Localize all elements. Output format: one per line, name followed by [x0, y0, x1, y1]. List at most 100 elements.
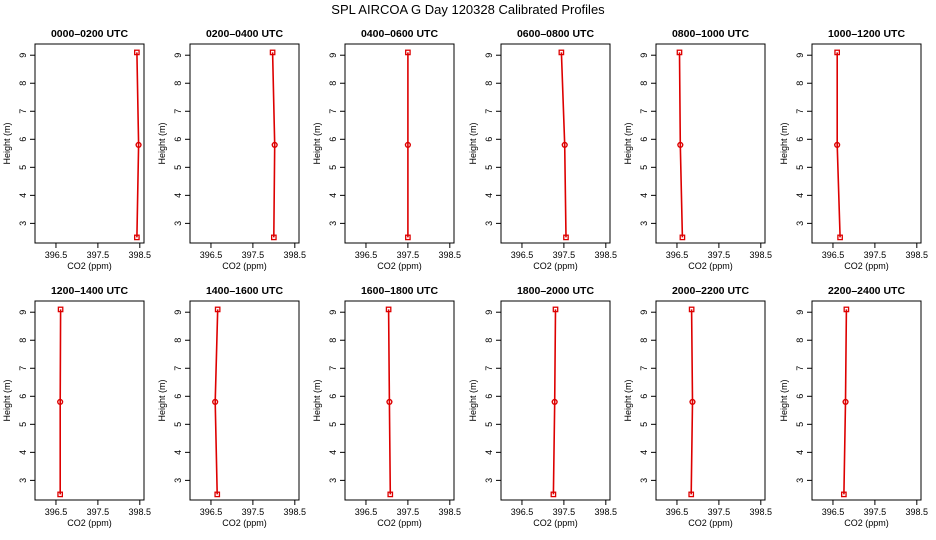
profile-line: [214, 309, 219, 495]
panel-title: 1400–1600 UTC: [206, 285, 283, 297]
y-axis-label: Height (m): [312, 122, 322, 164]
y-tick-label: 8: [639, 81, 649, 86]
profile-point: [552, 306, 559, 313]
x-tick-label: 396.5: [45, 250, 68, 260]
chart-panel-4: 0600–0800 UTC 396.5 397.5 398.5 3 4 5 6 7 8 9 CO2 (…: [468, 28, 617, 271]
panel-title: 0600–0800 UTC: [517, 28, 594, 40]
x-tick-label: 397.5: [87, 250, 110, 260]
panel-title: 0800–1000 UTC: [672, 28, 749, 40]
chart-panel-10: 1800–2000 UTC 396.5 397.5 398.5 3 4 5 6 7 8 9 CO2 (…: [468, 285, 617, 528]
x-tick-label: 398.5: [284, 250, 307, 260]
x-tick-label: 398.5: [129, 250, 152, 260]
y-tick-label: 4: [173, 193, 183, 198]
panels-grid: 0000–0200 UTC 396.5 397.5 398.5 3 4 5 6 7 8 9 CO2 (…: [2, 28, 928, 528]
plot-frame: [811, 300, 922, 501]
profile-point: [677, 141, 684, 149]
x-tick-label: 397.5: [864, 507, 887, 517]
y-tick-label: 4: [639, 450, 649, 455]
plot-frame: [811, 43, 922, 244]
y-axis-label: Height (m): [312, 379, 322, 421]
y-tick-label: 3: [484, 478, 494, 483]
profile-line: [678, 52, 684, 238]
x-tick-label: 396.5: [200, 507, 223, 517]
x-tick-label: 398.5: [439, 507, 462, 517]
y-tick-label: 9: [639, 53, 649, 58]
chart-panel-12: 2200–2400 UTC 396.5 397.5 398.5 3 4 5 6 7 8 9 CO2 (…: [779, 285, 928, 528]
plot-frame: [34, 300, 145, 501]
x-tick-label: 397.5: [553, 250, 576, 260]
x-tick-label: 396.5: [45, 507, 68, 517]
profile-point: [269, 49, 276, 56]
x-axis-label: CO2 (ppm): [67, 518, 112, 528]
y-tick-label: 9: [328, 310, 338, 315]
x-tick-label: 398.5: [439, 250, 462, 260]
plot-frame: [189, 300, 300, 501]
plot-frame: [189, 43, 300, 244]
y-axis-label: Height (m): [468, 122, 478, 164]
profile-point: [387, 491, 394, 498]
y-tick-label: 4: [484, 450, 494, 455]
profile-line: [836, 52, 841, 238]
y-tick-label: 4: [795, 193, 805, 198]
x-axis-label: CO2 (ppm): [67, 261, 112, 271]
profile-point: [404, 141, 411, 149]
y-tick-label: 6: [173, 394, 183, 399]
profile-point: [134, 234, 140, 241]
y-tick-label: 7: [18, 366, 28, 371]
plot-frame: [34, 43, 145, 244]
x-axis-label: CO2 (ppm): [844, 518, 889, 528]
x-tick-label: 396.5: [511, 507, 534, 517]
profile-point: [834, 49, 841, 56]
y-tick-label: 6: [173, 137, 183, 142]
profile-point: [212, 398, 219, 406]
profile-point: [405, 234, 411, 241]
y-tick-label: 8: [173, 338, 183, 343]
profile-point: [563, 234, 569, 241]
y-tick-label: 4: [795, 450, 805, 455]
y-tick-label: 4: [639, 193, 649, 198]
x-axis-label: CO2 (ppm): [222, 518, 267, 528]
x-tick-label: 396.5: [822, 250, 845, 260]
y-axis-label: Height (m): [779, 122, 789, 164]
x-tick-label: 396.5: [200, 250, 223, 260]
y-tick-label: 4: [18, 450, 28, 455]
profile-point: [676, 49, 683, 56]
profile-point: [386, 398, 393, 406]
y-tick-label: 7: [639, 366, 649, 371]
profile-point: [679, 234, 686, 241]
y-tick-label: 7: [173, 366, 183, 371]
y-tick-label: 3: [639, 221, 649, 226]
profile-point: [842, 398, 849, 406]
plot-frame: [500, 300, 611, 501]
y-tick-label: 8: [328, 338, 338, 343]
y-tick-label: 8: [484, 81, 494, 86]
y-tick-label: 5: [173, 165, 183, 170]
y-tick-label: 3: [639, 478, 649, 483]
chart-panel-5: 0800–1000 UTC 396.5 397.5 398.5 3 4 5 6 7 8 9 CO2 (…: [623, 28, 772, 271]
profile-point: [270, 234, 277, 241]
y-tick-label: 8: [18, 338, 28, 343]
profile-point: [550, 491, 557, 498]
x-axis-label: CO2 (ppm): [688, 518, 733, 528]
plot-frame: [655, 43, 766, 244]
x-tick-label: 396.5: [666, 250, 689, 260]
y-tick-label: 9: [18, 310, 28, 315]
profile-point: [689, 398, 696, 406]
x-tick-label: 397.5: [87, 507, 110, 517]
x-tick-label: 397.5: [242, 250, 265, 260]
y-tick-label: 5: [484, 422, 494, 427]
profile-point: [214, 491, 221, 498]
panel-title: 1800–2000 UTC: [517, 285, 594, 297]
panel-title: 1600–1800 UTC: [361, 285, 438, 297]
y-tick-label: 5: [328, 165, 338, 170]
x-tick-label: 396.5: [355, 507, 378, 517]
y-tick-label: 5: [795, 422, 805, 427]
x-tick-label: 397.5: [708, 250, 731, 260]
profile-point: [57, 306, 64, 313]
y-tick-label: 6: [639, 137, 649, 142]
y-tick-label: 9: [173, 310, 183, 315]
x-tick-label: 398.5: [750, 250, 773, 260]
profile-point: [688, 491, 695, 498]
x-axis-label: CO2 (ppm): [377, 261, 422, 271]
